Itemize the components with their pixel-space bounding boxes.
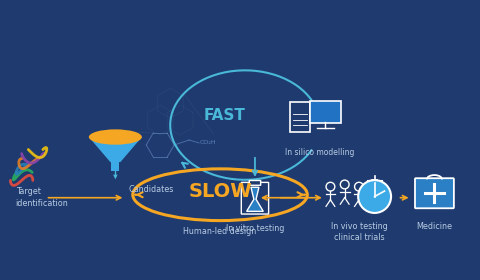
Text: SLOW: SLOW [188, 182, 252, 201]
FancyBboxPatch shape [111, 162, 119, 171]
Polygon shape [247, 187, 264, 211]
Text: In vitro testing: In vitro testing [226, 224, 284, 233]
FancyBboxPatch shape [249, 181, 261, 185]
FancyBboxPatch shape [310, 101, 341, 123]
Text: Target
identification: Target identification [16, 187, 69, 208]
Text: In vivo testing
clinical trials: In vivo testing clinical trials [331, 221, 388, 242]
Text: FAST: FAST [204, 108, 246, 123]
FancyBboxPatch shape [415, 178, 454, 208]
Text: Candidates: Candidates [128, 185, 174, 194]
FancyBboxPatch shape [241, 182, 269, 214]
Text: In silico modelling: In silico modelling [285, 148, 354, 157]
Polygon shape [89, 137, 142, 162]
FancyBboxPatch shape [290, 102, 310, 132]
Text: Human-led design: Human-led design [183, 227, 257, 236]
Circle shape [358, 180, 391, 213]
Text: Medicine: Medicine [417, 221, 453, 231]
Polygon shape [113, 175, 118, 179]
Ellipse shape [89, 129, 142, 145]
Text: CO₂H: CO₂H [200, 140, 217, 145]
